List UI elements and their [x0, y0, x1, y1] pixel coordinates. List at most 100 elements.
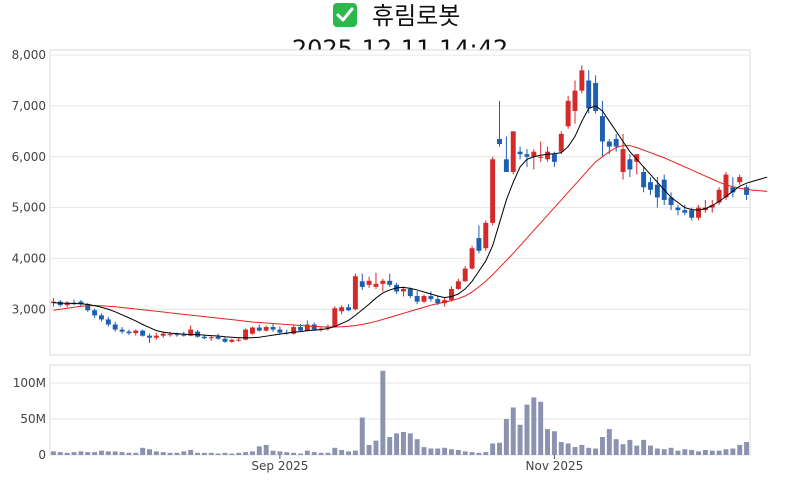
volume-bar	[558, 442, 564, 455]
candle-body	[517, 151, 523, 155]
volume-bar	[593, 448, 599, 455]
volume-bar	[490, 443, 496, 455]
volume-bar	[304, 450, 310, 455]
volume-bar	[298, 453, 303, 455]
volume-bar	[606, 429, 612, 455]
volume-bar	[599, 437, 605, 455]
volume-bar	[483, 452, 489, 455]
candle-body	[153, 335, 159, 338]
volume-bar	[702, 449, 708, 455]
candle-body	[606, 141, 612, 147]
candle-body	[593, 83, 599, 111]
candle-body	[195, 331, 201, 337]
volume-bar	[387, 437, 393, 455]
volume-bar	[119, 452, 125, 455]
volume-bar	[613, 439, 619, 455]
candle-body	[359, 281, 365, 287]
volume-bar	[586, 447, 592, 455]
candle-body	[723, 174, 729, 198]
volume-bar	[167, 452, 173, 455]
candle-body	[634, 154, 640, 162]
candle-body	[243, 329, 249, 340]
volume-bar	[332, 447, 338, 455]
volume-bar	[744, 442, 750, 455]
candle-body	[531, 151, 537, 157]
volume-bar	[380, 370, 386, 455]
candle-body	[263, 327, 269, 331]
candle-body	[105, 319, 111, 325]
volume-bar	[551, 431, 557, 455]
volume-bar	[648, 445, 653, 455]
volume-bar	[85, 452, 91, 455]
volume-panel-frame	[49, 364, 751, 456]
volume-bar	[517, 424, 523, 455]
candle-body	[400, 288, 406, 292]
volume-y-tick-label: 0	[38, 448, 46, 462]
candle-body	[572, 90, 578, 111]
ma-long-line	[53, 145, 768, 328]
volume-bar	[682, 449, 688, 455]
price-y-axis: 3,000 4,000 5,000 6,000 7,000 8,000	[12, 48, 46, 316]
candle-body	[270, 327, 276, 330]
volume-bar	[545, 429, 551, 455]
volume-bar	[435, 448, 441, 455]
volume-bar	[497, 442, 502, 455]
candle-body	[85, 304, 91, 311]
volume-bar	[696, 451, 701, 455]
candle-body	[188, 329, 194, 336]
volume-panel: 0 50M 100M Sep 2025 Nov 2025	[13, 364, 751, 473]
volume-bar	[188, 449, 194, 455]
volume-bar	[153, 451, 159, 455]
volume-bar	[64, 452, 70, 455]
candle-body	[291, 327, 297, 334]
candle-body	[586, 80, 592, 109]
volume-bar	[428, 448, 434, 455]
price-panel: 3,000 4,000 5,000 6,000 7,000 8,000	[12, 48, 768, 356]
volume-bar	[469, 452, 475, 455]
volume-bar	[442, 447, 448, 455]
candle-body	[414, 296, 420, 302]
price-y-tick-label: 5,000	[12, 201, 46, 215]
volume-bar	[730, 448, 736, 455]
volume-bar	[565, 443, 571, 455]
candle-body	[78, 301, 84, 305]
check-icon-mark	[336, 7, 354, 22]
candle-body	[147, 335, 152, 338]
candle-body	[64, 302, 70, 306]
candle-body	[579, 70, 585, 91]
candle-body	[112, 324, 118, 330]
candle-body	[675, 207, 681, 211]
volume-bar	[263, 444, 269, 455]
candle-body	[366, 280, 372, 285]
volume-bar	[126, 452, 132, 455]
candle-body	[497, 138, 502, 145]
candle-body	[737, 177, 743, 183]
volume-bar	[400, 431, 406, 455]
volume-bar	[346, 451, 351, 455]
price-y-tick-label: 4,000	[12, 251, 46, 265]
candle-body	[490, 159, 496, 223]
candle-body	[551, 154, 557, 162]
candle-body	[126, 331, 132, 334]
candle-body	[435, 299, 441, 304]
volume-bar	[284, 452, 290, 455]
price-panel-frame	[49, 49, 751, 356]
candle-body	[709, 205, 715, 208]
volume-bar	[215, 453, 221, 455]
x-tick-label: Nov 2025	[526, 459, 584, 473]
candle-body	[332, 308, 338, 327]
candle-body	[483, 222, 489, 249]
candle-body	[524, 154, 530, 157]
volume-bars	[50, 370, 750, 455]
candle-body	[256, 327, 262, 331]
candle-body	[696, 207, 701, 218]
candle-body	[558, 133, 564, 152]
candle-body	[208, 337, 214, 339]
volume-bar	[359, 417, 365, 455]
volume-bar	[57, 452, 63, 455]
volume-bar	[50, 451, 56, 455]
candle-body	[689, 210, 695, 218]
volume-bar	[462, 451, 468, 455]
candle-body	[167, 334, 173, 336]
